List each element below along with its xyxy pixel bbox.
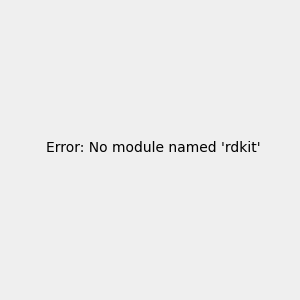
Text: Error: No module named 'rdkit': Error: No module named 'rdkit' — [46, 140, 261, 154]
